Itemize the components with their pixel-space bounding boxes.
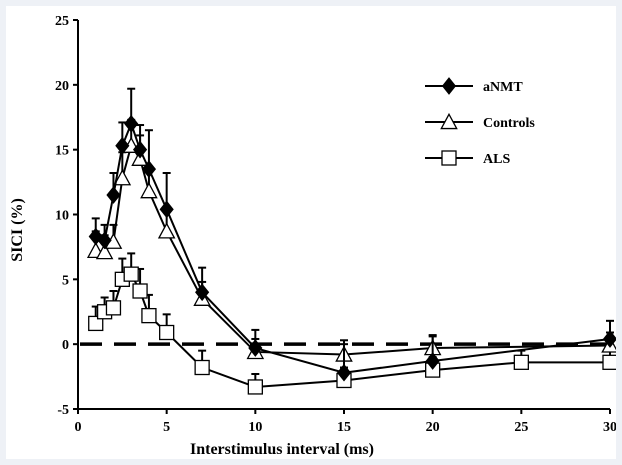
y-tick-label: 10 [55,209,69,224]
data-point [425,352,440,370]
data-point [115,136,130,155]
x-tick-label: 20 [426,420,440,435]
legend-item-controls: Controls [425,112,535,131]
x-tick-label: 25 [514,420,528,435]
data-point [132,283,148,299]
data-point [141,307,157,324]
legend-marker [441,77,457,95]
data-point [513,354,529,370]
legend: aNMT Controls ALS [425,77,535,167]
data-point [159,324,175,341]
y-tick-label: -5 [57,403,69,418]
x-tick-label: 5 [163,420,170,435]
legend-item-anmt: aNMT [425,77,523,95]
data-point [132,140,148,159]
data-point [88,315,104,332]
data-point [113,169,132,186]
data-point [97,231,112,250]
data-point [602,330,618,348]
series-als [88,252,618,395]
legend-marker [440,112,458,130]
data-point [194,359,210,376]
x-axis-ticks: 0 5 10 15 20 25 30 [75,409,617,435]
sici-line-chart: 0 5 10 15 20 25 30 -5 0 5 10 15 20 25 aNMT Controls AL… [9,14,619,458]
series-layer [86,87,619,395]
x-tick-label: 30 [603,420,616,435]
data-point [195,283,210,302]
y-tick-label: 0 [62,338,69,353]
y-axis-title: SICI (%) [9,198,26,262]
y-axis-ticks: -5 0 5 10 15 20 25 [55,14,78,418]
legend-label: aNMT [483,80,523,95]
chart-container: 0 5 10 15 20 25 30 -5 0 5 10 15 20 25 aNMT Controls AL… [6,6,619,459]
data-point [602,354,618,370]
data-point [247,379,263,395]
legend-item-als: ALS [425,150,510,167]
data-point [123,266,139,282]
data-point [105,300,122,316]
data-point [106,186,121,204]
x-tick-label: 0 [75,420,82,435]
y-tick-label: 20 [55,79,69,94]
data-point [124,114,139,133]
data-point [248,339,263,357]
y-tick-label: 25 [55,14,69,29]
y-tick-label: 5 [62,273,69,288]
data-point [157,222,176,239]
x-tick-label: 10 [248,420,262,435]
series-line [95,143,611,356]
legend-label: ALS [483,152,510,167]
data-point [95,243,114,260]
x-tick-label: 15 [337,420,351,435]
x-axis-title: Interstimulus interval (ms) [190,441,374,458]
data-point [159,200,174,219]
legend-label: Controls [483,116,535,131]
data-point [141,160,157,178]
data-point [140,182,158,199]
legend-marker [441,150,457,166]
series-anmt [88,87,618,382]
data-point [336,363,352,382]
y-tick-label: 15 [55,144,69,159]
